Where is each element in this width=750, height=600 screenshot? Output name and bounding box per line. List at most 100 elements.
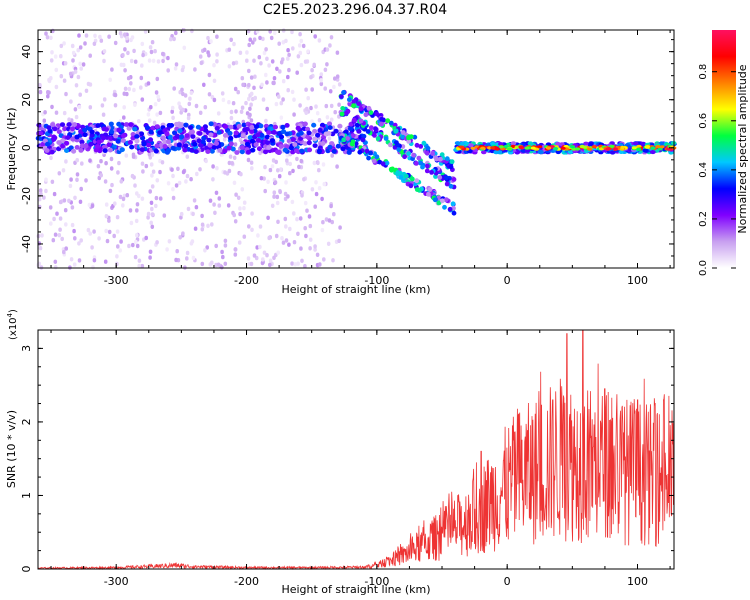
spectrogram-cell [394,140,399,146]
spectrogram-cell [409,176,415,182]
spectrogram-cell [266,179,270,184]
spectrogram-cell [298,103,302,108]
spectrogram-cell [364,148,370,154]
spectrogram-cell [358,106,364,112]
spectrogram-cell [217,196,222,201]
spectrogram-cell [139,85,143,90]
spectrogram-cell [71,58,75,63]
spectrogram-cell [139,75,144,81]
spectrogram-cell [300,258,304,263]
spectrogram-cell [333,110,338,115]
spectrogram-cell [240,76,245,81]
spectrogram-cell [207,72,212,78]
spectrogram-cell [116,244,120,249]
spectrogram-cell [222,137,227,142]
spectrogram-cell [56,140,62,145]
spectrogram-cell [319,81,324,87]
spectrogram-cell [258,244,262,250]
spectrogram-cell [195,171,199,177]
spectrogram-cell [149,105,153,110]
spectrogram-cell [242,206,246,211]
spectrogram-cell [177,101,181,106]
spectrogram-cell [255,245,259,250]
spectrogram-cell [295,156,299,162]
spectrogram-cell [252,253,257,258]
spectrogram-cell [205,245,209,250]
spectrogram-cell [202,124,208,130]
spectrogram-cell [249,102,253,107]
spectrogram-cell [244,100,248,106]
spectrogram-cell [288,161,293,167]
spectrogram-cell [327,125,333,130]
spectrogram-cell [118,194,123,200]
spectrogram-cell [73,69,78,74]
spectrogram-cell [354,122,360,128]
spectrogram-cell [77,104,82,110]
spectrogram-cell [266,145,272,151]
spectrogram-cell [49,76,53,81]
spectrogram-cell [424,150,430,156]
spectrogram-cell [278,144,284,149]
spectrogram-cell [147,137,154,143]
spectrogram-cell [267,63,271,68]
spectrogram-y-label: Frequency (Hz) [5,108,18,191]
spectrogram-cell [265,253,269,258]
spectrogram-cell [88,231,92,236]
spectrogram-cell [448,164,454,170]
spectrogram-cell [553,147,559,151]
spectrogram-cell [211,164,215,169]
spectrogram-cell [426,191,431,197]
spectrogram-cell [335,50,340,55]
spectrogram-cell [332,212,336,217]
spectrogram-cell [64,222,68,227]
spectrogram-cell [198,167,202,172]
spectrogram-cell [227,47,232,52]
spectrogram-cell [75,158,79,163]
colorbar-tick-label: 0.0 [698,260,709,276]
spectrogram-cell [330,219,335,225]
spectrogram-cell [182,45,187,50]
spectrogram-cell [217,203,222,208]
spectrogram-cell [286,194,290,199]
spectrogram-cell [306,140,312,146]
spectrogram-x-ticks: -300 -200 -100 0 100 [50,30,671,287]
spectrogram-cell [388,142,393,148]
spectrogram-cell [312,136,318,142]
spectrogram-cell [335,143,341,149]
spectrogram-cell [154,124,160,129]
spectrogram-cell [383,136,389,141]
spectrogram-cell [151,58,156,63]
spectrogram-cell [262,50,267,56]
spectrogram-cell [659,145,665,149]
spectrogram-cell [207,92,212,97]
spectrogram-cell [71,122,78,127]
spectrogram-cell [170,167,174,172]
spectrogram-cell [245,58,249,63]
spectrogram-cell [134,239,138,245]
spectrogram-cell [50,179,55,184]
spectrogram-cell [45,141,51,147]
spectrogram-cell [449,159,455,165]
spectrogram-cell [151,169,156,174]
spectrogram-cell [154,195,159,201]
spectrogram-cell [451,177,457,182]
spectrogram-cell [123,47,127,52]
spectrogram-cell [247,96,251,102]
spectrogram-cell [236,195,241,200]
spectrogram-cell [106,142,112,148]
spectrogram-cell [261,257,265,262]
spectrogram-cell [62,249,66,255]
spectrogram-cell [252,58,256,63]
spectrogram-cell [49,35,53,40]
spectrogram-cell [320,196,324,202]
spectrogram-cell [133,59,138,64]
spectrogram-cell [187,101,192,107]
spectrogram-cell [206,35,210,41]
spectrogram-cell [337,123,343,129]
spectrogram-cell [135,243,140,249]
spectrogram-cell [77,33,81,38]
spectrogram-cell [315,111,320,116]
spectrogram-cell [49,221,53,226]
spectrogram-cell [510,144,516,148]
spectrogram-cell [303,264,307,269]
